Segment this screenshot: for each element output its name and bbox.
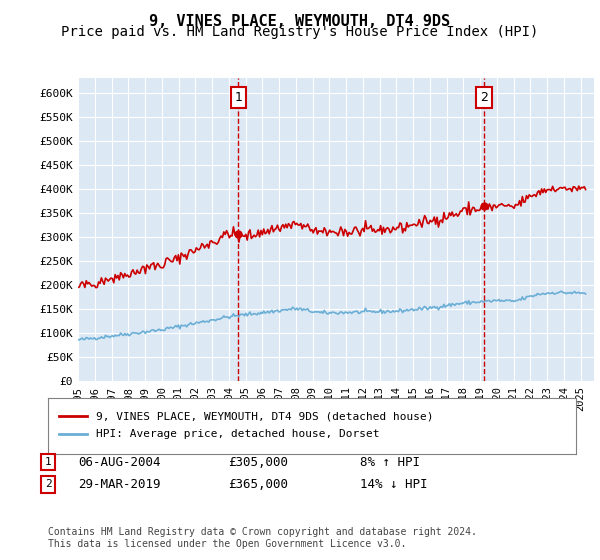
Legend: 9, VINES PLACE, WEYMOUTH, DT4 9DS (detached house), HPI: Average price, detached: 9, VINES PLACE, WEYMOUTH, DT4 9DS (detac… [53, 406, 439, 445]
Text: 14% ↓ HPI: 14% ↓ HPI [360, 478, 427, 491]
Text: £365,000: £365,000 [228, 478, 288, 491]
Text: 8% ↑ HPI: 8% ↑ HPI [360, 455, 420, 469]
Text: 2: 2 [480, 91, 488, 104]
Text: 2: 2 [44, 479, 52, 489]
Text: 1: 1 [235, 91, 242, 104]
Text: 1: 1 [44, 457, 52, 467]
Text: 06-AUG-2004: 06-AUG-2004 [78, 455, 161, 469]
Text: Price paid vs. HM Land Registry's House Price Index (HPI): Price paid vs. HM Land Registry's House … [61, 25, 539, 39]
Text: Contains HM Land Registry data © Crown copyright and database right 2024.
This d: Contains HM Land Registry data © Crown c… [48, 527, 477, 549]
Text: 29-MAR-2019: 29-MAR-2019 [78, 478, 161, 491]
Text: £305,000: £305,000 [228, 455, 288, 469]
Text: 9, VINES PLACE, WEYMOUTH, DT4 9DS: 9, VINES PLACE, WEYMOUTH, DT4 9DS [149, 14, 451, 29]
